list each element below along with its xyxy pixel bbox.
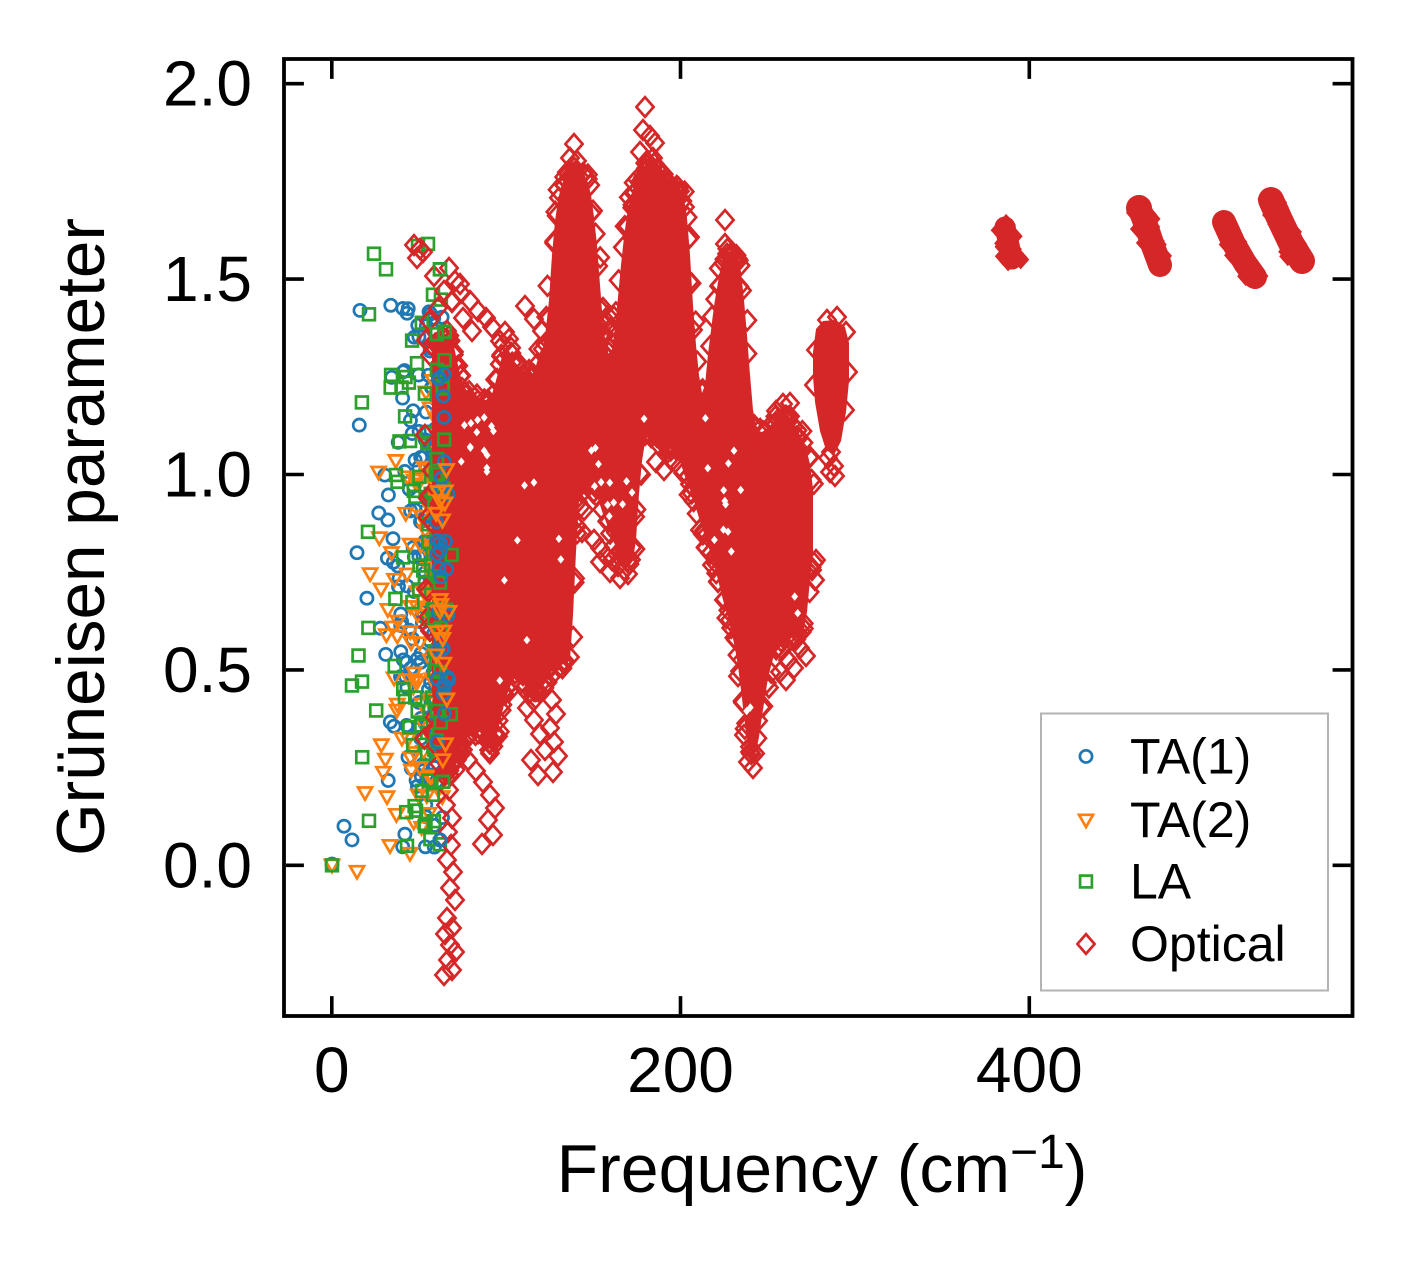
svg-text:LA: LA <box>1130 854 1192 910</box>
svg-text:Grüneisen parameter: Grüneisen parameter <box>44 218 119 856</box>
svg-text:0.5: 0.5 <box>163 634 252 706</box>
svg-text:TA(1): TA(1) <box>1130 728 1251 784</box>
svg-text:0: 0 <box>314 1034 350 1106</box>
svg-text:1.0: 1.0 <box>163 439 252 511</box>
svg-text:1.5: 1.5 <box>163 243 252 315</box>
svg-text:200: 200 <box>627 1034 734 1106</box>
svg-text:2.0: 2.0 <box>163 48 252 120</box>
svg-text:TA(2): TA(2) <box>1130 792 1251 848</box>
svg-text:Optical: Optical <box>1130 916 1286 972</box>
svg-text:400: 400 <box>976 1034 1083 1106</box>
svg-text:0.0: 0.0 <box>163 829 252 901</box>
svg-text:Frequency (cm−1): Frequency (cm−1) <box>557 1126 1088 1207</box>
